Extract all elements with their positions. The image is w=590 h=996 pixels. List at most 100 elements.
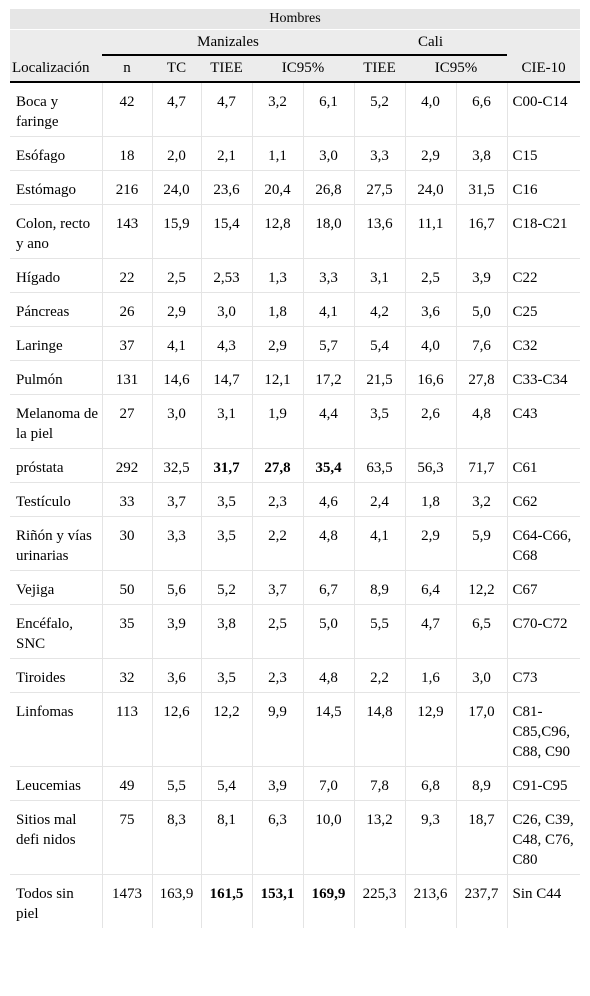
cell-tiee-manizales: 12,2 xyxy=(200,692,252,767)
cell-ic95-low-cali: 2,9 xyxy=(404,136,456,171)
cell-tiee-manizales: 3,0 xyxy=(200,292,252,327)
cell-ic95-low-manizales: 1,9 xyxy=(251,394,303,449)
cell-ic95-low-manizales: 9,9 xyxy=(251,692,303,767)
cell-ic95-low-manizales: 3,9 xyxy=(251,766,303,801)
cell-ic95-low-cali: 4,0 xyxy=(404,82,456,137)
cell-tiee-manizales: 161,5 xyxy=(200,874,252,928)
cell-localizacion: Encéfalo, SNC xyxy=(10,604,102,659)
cell-tc: 163,9 xyxy=(151,874,201,928)
cell-cie10: C70-C72 xyxy=(506,604,581,659)
cell-cie10: C67 xyxy=(506,570,581,605)
incidence-table: Hombres Localización Manizales Cali CIE-… xyxy=(10,9,581,928)
table-row: Hígado 22 2,5 2,53 1,3 3,3 3,1 2,5 3,9 C22 xyxy=(10,258,581,293)
table-row: Testículo 33 3,7 3,5 2,3 4,6 2,4 1,8 3,2 C62 xyxy=(10,482,581,517)
cell-ic95-low-manizales: 12,8 xyxy=(251,204,303,259)
cell-cie10: C43 xyxy=(506,394,581,449)
cell-ic95-high-manizales: 4,8 xyxy=(302,516,354,571)
cell-localizacion: Linfomas xyxy=(10,692,102,767)
cell-tiee-manizales: 2,53 xyxy=(200,258,252,293)
cell-ic95-low-cali: 9,3 xyxy=(404,800,456,875)
cell-n: 131 xyxy=(101,360,152,395)
cell-ic95-high-manizales: 10,0 xyxy=(302,800,354,875)
table-row: Pulmón 131 14,6 14,7 12,1 17,2 21,5 16,6 27,8 C33… xyxy=(10,360,581,395)
cell-ic95-low-manizales: 1,8 xyxy=(251,292,303,327)
cell-tc: 3,6 xyxy=(151,658,201,693)
cell-ic95-low-manizales: 27,8 xyxy=(251,448,303,483)
cell-n: 113 xyxy=(101,692,152,767)
table-row: Páncreas 26 2,9 3,0 1,8 4,1 4,2 3,6 5,0 C25 xyxy=(10,292,581,327)
cell-tc: 2,0 xyxy=(151,136,201,171)
table-row: Tiroides 32 3,6 3,5 2,3 4,8 2,2 1,6 3,0 C73 xyxy=(10,658,581,693)
cell-cie10: C61 xyxy=(506,448,581,483)
cali-group-header: Cali xyxy=(354,29,507,56)
cell-ic95-high-cali: 6,5 xyxy=(455,604,507,659)
cell-ic95-high-manizales: 169,9 xyxy=(302,874,354,928)
cell-tiee-manizales: 31,7 xyxy=(200,448,252,483)
cell-tiee-cali: 7,8 xyxy=(353,766,405,801)
table-row: Esófago 18 2,0 2,1 1,1 3,0 3,3 2,9 3,8 C15 xyxy=(10,136,581,171)
cell-tc: 3,0 xyxy=(151,394,201,449)
cell-ic95-high-cali: 7,6 xyxy=(455,326,507,361)
cell-n: 143 xyxy=(101,204,152,259)
cell-ic95-low-cali: 12,9 xyxy=(404,692,456,767)
cell-tc: 5,5 xyxy=(151,766,201,801)
cell-ic95-high-manizales: 17,2 xyxy=(302,360,354,395)
cell-tiee-manizales: 5,2 xyxy=(200,570,252,605)
cell-tiee-manizales: 4,3 xyxy=(200,326,252,361)
cie-header: CIE-10 xyxy=(507,29,581,83)
cell-tiee-manizales: 3,5 xyxy=(200,658,252,693)
cell-localizacion: Melanoma de la piel xyxy=(10,394,102,449)
cell-localizacion: Riñón y vías urinarias xyxy=(10,516,102,571)
cell-localizacion: Colon, recto y ano xyxy=(10,204,102,259)
cell-n: 27 xyxy=(101,394,152,449)
manizales-group-header: Manizales xyxy=(102,29,354,56)
cell-ic95-low-manizales: 6,3 xyxy=(251,800,303,875)
cell-localizacion: próstata xyxy=(10,448,102,483)
cell-localizacion: Esófago xyxy=(10,136,102,171)
cell-ic95-low-manizales: 2,9 xyxy=(251,326,303,361)
cell-tiee-manizales: 14,7 xyxy=(200,360,252,395)
cell-ic95-high-cali: 18,7 xyxy=(455,800,507,875)
cell-ic95-high-manizales: 5,0 xyxy=(302,604,354,659)
cell-ic95-high-manizales: 6,1 xyxy=(302,82,354,137)
table-row: Vejiga 50 5,6 5,2 3,7 6,7 8,9 6,4 12,2 C67 xyxy=(10,570,581,605)
cell-tiee-cali: 13,6 xyxy=(353,204,405,259)
cell-localizacion: Hígado xyxy=(10,258,102,293)
cell-ic95-low-cali: 6,8 xyxy=(404,766,456,801)
cell-ic95-low-cali: 1,8 xyxy=(404,482,456,517)
table-row: Todos sin piel 1473 163,9 161,5 153,1 169,9 22… xyxy=(10,874,581,928)
table-row: Colon, recto y ano 143 15,9 15,4 12,8 18,0 13,… xyxy=(10,204,581,259)
cell-n: 32 xyxy=(101,658,152,693)
table-row: Leucemias 49 5,5 5,4 3,9 7,0 7,8 6,8 8,9 C91-C95 xyxy=(10,766,581,801)
cell-tiee-manizales: 3,5 xyxy=(200,516,252,571)
cell-cie10: C22 xyxy=(506,258,581,293)
cell-tiee-manizales: 23,6 xyxy=(200,170,252,205)
cell-ic95-low-cali: 11,1 xyxy=(404,204,456,259)
cell-tc: 3,3 xyxy=(151,516,201,571)
cell-tiee-cali: 225,3 xyxy=(353,874,405,928)
cell-ic95-low-manizales: 3,2 xyxy=(251,82,303,137)
cell-tiee-manizales: 3,1 xyxy=(200,394,252,449)
cell-tiee-cali: 63,5 xyxy=(353,448,405,483)
cell-tiee-cali: 5,5 xyxy=(353,604,405,659)
cell-ic95-low-cali: 3,6 xyxy=(404,292,456,327)
cell-ic95-low-manizales: 3,7 xyxy=(251,570,303,605)
cell-cie10: C32 xyxy=(506,326,581,361)
cell-localizacion: Sitios mal defi nidos xyxy=(10,800,102,875)
cell-n: 22 xyxy=(101,258,152,293)
cell-ic95-high-cali: 237,7 xyxy=(455,874,507,928)
cell-localizacion: Leucemias xyxy=(10,766,102,801)
cell-tc: 8,3 xyxy=(151,800,201,875)
cell-n: 216 xyxy=(101,170,152,205)
cell-tiee-cali: 4,1 xyxy=(353,516,405,571)
cell-ic95-high-manizales: 6,7 xyxy=(302,570,354,605)
cell-tc: 2,9 xyxy=(151,292,201,327)
cell-tiee-cali: 27,5 xyxy=(353,170,405,205)
cell-ic95-high-manizales: 3,3 xyxy=(302,258,354,293)
cell-cie10: C25 xyxy=(506,292,581,327)
localizacion-header: Localización xyxy=(10,29,102,83)
cell-ic95-low-cali: 2,9 xyxy=(404,516,456,571)
cell-ic95-low-cali: 6,4 xyxy=(404,570,456,605)
cell-ic95-high-cali: 71,7 xyxy=(455,448,507,483)
cell-cie10: C91-C95 xyxy=(506,766,581,801)
